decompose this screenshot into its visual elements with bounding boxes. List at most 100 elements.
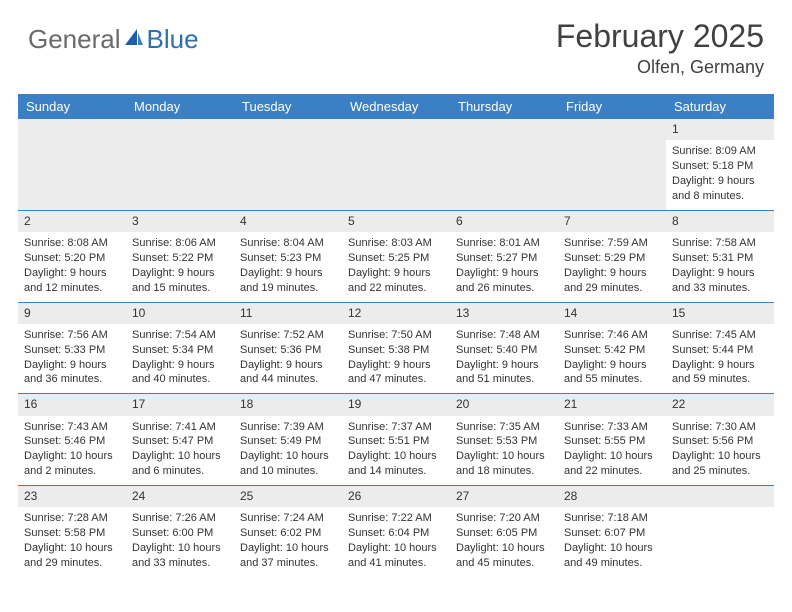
day-cell: Sunrise: 7:48 AMSunset: 5:40 PMDaylight:… xyxy=(450,324,558,393)
daynum-cell: 8 xyxy=(666,211,774,232)
day2-text: and 29 minutes. xyxy=(24,556,120,571)
day-header: Sunday xyxy=(18,94,126,119)
day-cell: Sunrise: 7:35 AMSunset: 5:53 PMDaylight:… xyxy=(450,416,558,485)
sunrise-text: Sunrise: 7:41 AM xyxy=(132,420,228,435)
day2-text: and 40 minutes. xyxy=(132,372,228,387)
day-number: 10 xyxy=(132,305,228,321)
sunrise-text: Sunrise: 7:59 AM xyxy=(564,236,660,251)
day-cell xyxy=(18,140,126,210)
day-number: 2 xyxy=(24,213,120,229)
day-number: 19 xyxy=(348,396,444,412)
day-cell xyxy=(234,140,342,210)
sunset-text: Sunset: 5:23 PM xyxy=(240,251,336,266)
day-header: Wednesday xyxy=(342,94,450,119)
sunset-text: Sunset: 5:49 PM xyxy=(240,434,336,449)
day2-text: and 6 minutes. xyxy=(132,464,228,479)
day-number: 25 xyxy=(240,488,336,504)
daynum-cell: 20 xyxy=(450,394,558,415)
day-header-row: Sunday Monday Tuesday Wednesday Thursday… xyxy=(18,94,774,119)
daynum-cell xyxy=(234,119,342,140)
sunrise-text: Sunrise: 7:35 AM xyxy=(456,420,552,435)
day-number: 8 xyxy=(672,213,768,229)
day-cell: Sunrise: 7:18 AMSunset: 6:07 PMDaylight:… xyxy=(558,507,666,576)
day-cell: Sunrise: 7:45 AMSunset: 5:44 PMDaylight:… xyxy=(666,324,774,393)
day1-text: Daylight: 9 hours xyxy=(240,266,336,281)
sunrise-text: Sunrise: 7:50 AM xyxy=(348,328,444,343)
day2-text: and 8 minutes. xyxy=(672,189,768,204)
day-number: 28 xyxy=(564,488,660,504)
sunrise-text: Sunrise: 7:22 AM xyxy=(348,511,444,526)
sunset-text: Sunset: 6:02 PM xyxy=(240,526,336,541)
day-cell xyxy=(342,140,450,210)
day-cell: Sunrise: 7:50 AMSunset: 5:38 PMDaylight:… xyxy=(342,324,450,393)
day2-text: and 44 minutes. xyxy=(240,372,336,387)
daynum-cell: 16 xyxy=(18,394,126,415)
daynum-cell: 24 xyxy=(126,486,234,507)
day1-text: Daylight: 9 hours xyxy=(564,266,660,281)
day-cell: Sunrise: 7:26 AMSunset: 6:00 PMDaylight:… xyxy=(126,507,234,576)
week-body-row: Sunrise: 7:43 AMSunset: 5:46 PMDaylight:… xyxy=(18,416,774,485)
day-number: 9 xyxy=(24,305,120,321)
sunset-text: Sunset: 5:46 PM xyxy=(24,434,120,449)
sunset-text: Sunset: 5:47 PM xyxy=(132,434,228,449)
sunrise-text: Sunrise: 7:48 AM xyxy=(456,328,552,343)
day2-text: and 15 minutes. xyxy=(132,281,228,296)
day1-text: Daylight: 9 hours xyxy=(672,266,768,281)
daynum-cell: 5 xyxy=(342,211,450,232)
day2-text: and 59 minutes. xyxy=(672,372,768,387)
day-cell: Sunrise: 7:43 AMSunset: 5:46 PMDaylight:… xyxy=(18,416,126,485)
sunrise-text: Sunrise: 8:06 AM xyxy=(132,236,228,251)
day-cell: Sunrise: 7:46 AMSunset: 5:42 PMDaylight:… xyxy=(558,324,666,393)
daynum-cell: 26 xyxy=(342,486,450,507)
day1-text: Daylight: 9 hours xyxy=(672,174,768,189)
page-title: February 2025 xyxy=(556,18,764,55)
day-cell: Sunrise: 7:58 AMSunset: 5:31 PMDaylight:… xyxy=(666,232,774,301)
day-header: Friday xyxy=(558,94,666,119)
sunrise-text: Sunrise: 7:58 AM xyxy=(672,236,768,251)
sunset-text: Sunset: 6:00 PM xyxy=(132,526,228,541)
sunset-text: Sunset: 5:58 PM xyxy=(24,526,120,541)
sunset-text: Sunset: 5:56 PM xyxy=(672,434,768,449)
day1-text: Daylight: 10 hours xyxy=(456,449,552,464)
sunrise-text: Sunrise: 7:20 AM xyxy=(456,511,552,526)
day-number: 6 xyxy=(456,213,552,229)
day2-text: and 22 minutes. xyxy=(348,281,444,296)
day-number: 12 xyxy=(348,305,444,321)
sunrise-text: Sunrise: 7:24 AM xyxy=(240,511,336,526)
day2-text: and 2 minutes. xyxy=(24,464,120,479)
day-number: 15 xyxy=(672,305,768,321)
logo: General Blue xyxy=(28,18,199,55)
sunset-text: Sunset: 5:22 PM xyxy=(132,251,228,266)
daynum-row: 2345678 xyxy=(18,210,774,232)
daynum-cell: 19 xyxy=(342,394,450,415)
day-cell: Sunrise: 8:06 AMSunset: 5:22 PMDaylight:… xyxy=(126,232,234,301)
daynum-cell: 22 xyxy=(666,394,774,415)
day-header: Tuesday xyxy=(234,94,342,119)
daynum-cell: 27 xyxy=(450,486,558,507)
day2-text: and 10 minutes. xyxy=(240,464,336,479)
sunset-text: Sunset: 6:05 PM xyxy=(456,526,552,541)
sunrise-text: Sunrise: 7:46 AM xyxy=(564,328,660,343)
day1-text: Daylight: 9 hours xyxy=(456,358,552,373)
sunrise-text: Sunrise: 8:01 AM xyxy=(456,236,552,251)
day-cell: Sunrise: 7:33 AMSunset: 5:55 PMDaylight:… xyxy=(558,416,666,485)
sunrise-text: Sunrise: 7:45 AM xyxy=(672,328,768,343)
day2-text: and 19 minutes. xyxy=(240,281,336,296)
day1-text: Daylight: 10 hours xyxy=(24,541,120,556)
day-number: 27 xyxy=(456,488,552,504)
day2-text: and 41 minutes. xyxy=(348,556,444,571)
day-cell: Sunrise: 7:24 AMSunset: 6:02 PMDaylight:… xyxy=(234,507,342,576)
day-cell xyxy=(666,507,774,576)
day1-text: Daylight: 10 hours xyxy=(24,449,120,464)
day1-text: Daylight: 10 hours xyxy=(348,541,444,556)
day-cell: Sunrise: 7:20 AMSunset: 6:05 PMDaylight:… xyxy=(450,507,558,576)
day-cell: Sunrise: 7:28 AMSunset: 5:58 PMDaylight:… xyxy=(18,507,126,576)
day2-text: and 45 minutes. xyxy=(456,556,552,571)
sunrise-text: Sunrise: 7:43 AM xyxy=(24,420,120,435)
day2-text: and 36 minutes. xyxy=(24,372,120,387)
day-number: 24 xyxy=(132,488,228,504)
day1-text: Daylight: 9 hours xyxy=(240,358,336,373)
day1-text: Daylight: 9 hours xyxy=(348,358,444,373)
sunrise-text: Sunrise: 7:33 AM xyxy=(564,420,660,435)
day-cell: Sunrise: 7:59 AMSunset: 5:29 PMDaylight:… xyxy=(558,232,666,301)
